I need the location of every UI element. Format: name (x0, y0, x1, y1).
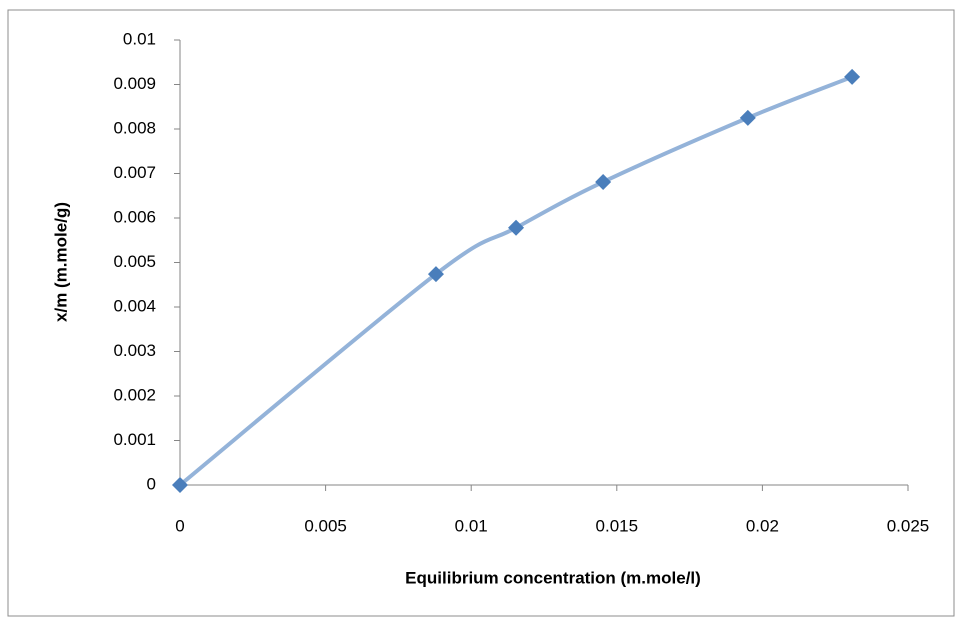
x-tick-label: 0.015 (596, 516, 639, 535)
x-tick-label: 0.025 (887, 516, 930, 535)
data-point (844, 68, 861, 85)
x-axis-title: Equilibrium concentration (m.mole/l) (405, 568, 701, 587)
y-tick-label: 0.003 (113, 341, 156, 360)
y-tick-label: 0.01 (123, 29, 156, 48)
data-point (427, 266, 444, 283)
y-axis-title: x/m (m.mole/g) (51, 202, 70, 322)
x-tick-label: 0.02 (746, 516, 779, 535)
y-tick-label: 0.005 (113, 252, 156, 271)
y-tick-label: 0 (147, 474, 156, 493)
y-tick-label: 0.006 (113, 207, 156, 226)
series-line (178, 75, 853, 487)
y-tick-label: 0.004 (113, 296, 156, 315)
data-point (508, 219, 525, 236)
y-tick-label: 0.002 (113, 385, 156, 404)
y-tick-label: 0.008 (113, 118, 156, 137)
x-tick-label: 0 (175, 516, 184, 535)
data-point (172, 477, 188, 493)
data-point (595, 173, 612, 190)
x-tick-label: 0.01 (455, 516, 488, 535)
y-tick-label: 0.007 (113, 163, 156, 182)
x-tick-label: 0.005 (304, 516, 347, 535)
y-tick-label: 0.009 (113, 74, 156, 93)
y-tick-label: 0.001 (113, 430, 156, 449)
data-point (739, 109, 756, 126)
chart-frame (7, 9, 955, 617)
